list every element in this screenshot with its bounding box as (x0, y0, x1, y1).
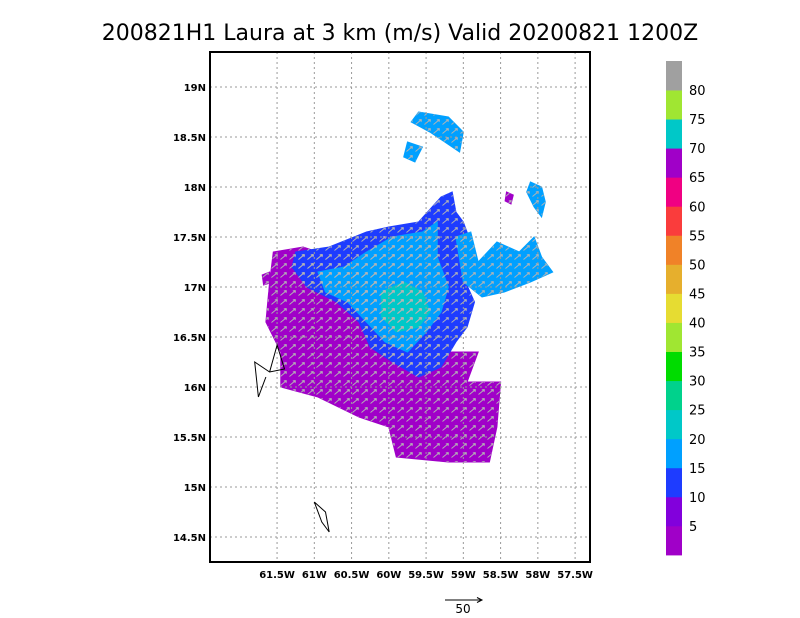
colorbar-label: 40 (689, 317, 706, 332)
colorbar-segment (666, 119, 682, 149)
x-tick-label: 57.5W (557, 570, 593, 581)
x-axis-ticks: 61.5W 61W 60.5W 60W 59.5W 59W 58.5W 58W 57.5W (259, 570, 593, 581)
colorbar-segment (666, 322, 682, 352)
y-tick-label: 18N (184, 183, 206, 194)
y-tick-label: 14.5N (173, 533, 206, 544)
gridlines (210, 52, 590, 562)
y-tick-label: 18.5N (173, 133, 206, 144)
colorbar-label: 50 (689, 258, 706, 273)
colorbar-segment (666, 293, 682, 323)
colorbar-label: 55 (689, 229, 706, 244)
colorbar-label: 10 (689, 491, 706, 506)
x-tick-label: 58W (525, 570, 550, 581)
wind-vectors-north-fragment-small (403, 142, 423, 162)
x-tick-label: 59W (451, 570, 476, 581)
colorbar-label: 20 (689, 433, 706, 448)
wind-vectors-north-fragment (411, 112, 464, 152)
colorbar-label: 25 (689, 404, 706, 419)
wind-vectors-western-outlier (262, 272, 274, 285)
colorbar-segment (666, 525, 682, 556)
colorbar-label: 5 (689, 520, 697, 535)
colorbar-label: 35 (689, 346, 706, 361)
colorbar-segment (666, 206, 682, 236)
y-tick-label: 16N (184, 383, 206, 394)
land-outline-island-north (254, 343, 286, 398)
wind-vectors-core-maximum (381, 282, 430, 332)
y-axis-ticks: 19N 18.5N 18N 17.5N 17N 16.5N 16N 15.5N 15N 14.5N (173, 83, 206, 544)
wind-vectors-northeast-outlier (505, 192, 514, 204)
colorbar-segment (666, 235, 682, 265)
y-tick-label: 17.5N (173, 233, 206, 244)
wind-vectors-northeast-fragment (526, 182, 546, 217)
y-tick-label: 19N (184, 83, 206, 94)
y-tick-label: 16.5N (173, 333, 206, 344)
chart-title: 200821H1 Laura at 3 km (m/s) Valid 20200… (102, 21, 698, 46)
wind-vectors-northeast-band (455, 232, 553, 297)
colorbar-label: 15 (689, 462, 706, 477)
colorbar-label: 30 (689, 375, 706, 390)
colorbar-label: 45 (689, 288, 706, 303)
colorbar-label: 60 (689, 200, 706, 215)
colorbar-label: 65 (689, 171, 706, 186)
colorbar-label: 70 (689, 142, 706, 157)
vector-scale-label: 50 (455, 602, 470, 616)
plot-area: 61.5W 61W 60.5W 60W 59.5W 59W 58.5W 58W 57.5W 19… (173, 51, 593, 581)
colorbar-segment (666, 61, 682, 91)
colorbar-segment (666, 90, 682, 120)
colorbar-segment (666, 177, 682, 207)
wind-vectors (262, 112, 553, 462)
colorbar-segment (666, 496, 682, 527)
vector-scale-arrowhead (476, 597, 484, 603)
x-tick-label: 59.5W (408, 570, 444, 581)
x-tick-label: 60W (376, 570, 401, 581)
y-tick-label: 15N (184, 483, 206, 494)
plot-frame (209, 51, 591, 563)
colorbar-segment (666, 351, 682, 382)
land-outline-island-south (313, 501, 330, 533)
vector-scale-key: 50 (445, 597, 484, 616)
colorbar-segment (666, 380, 682, 411)
colorbar-label: 80 (689, 84, 706, 99)
colorbar-segment (666, 148, 682, 178)
y-tick-label: 15.5N (173, 433, 206, 444)
colorbar-segment (666, 409, 682, 440)
colorbar-label: 75 (689, 113, 706, 128)
colorbar-segment (666, 467, 682, 498)
land-outlines (254, 343, 330, 533)
y-tick-label: 17N (184, 283, 206, 294)
x-tick-label: 58.5W (483, 570, 519, 581)
colorbar-segment (666, 438, 682, 469)
colorbar-segment (666, 264, 682, 294)
colorbar-legend: 5 10 15 20 25 30 35 40 45 50 55 60 65 70 75 80 (666, 61, 706, 556)
x-tick-label: 60.5W (334, 570, 370, 581)
x-tick-label: 61.5W (259, 570, 295, 581)
x-tick-label: 61W (302, 570, 327, 581)
